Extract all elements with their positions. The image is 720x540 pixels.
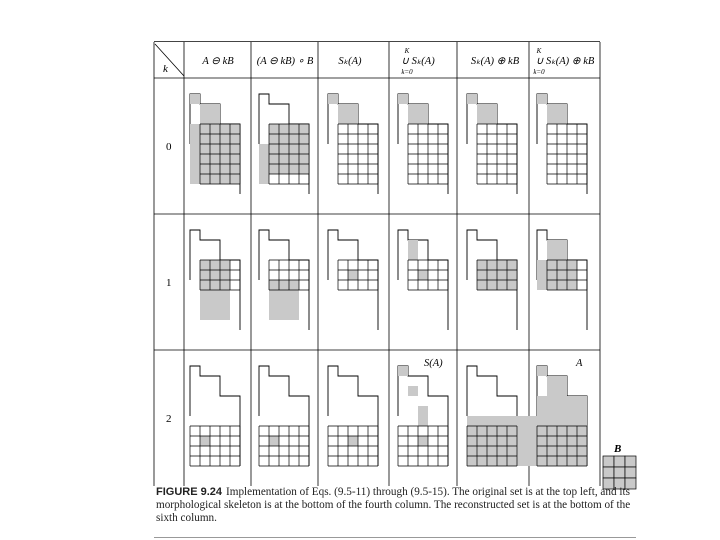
- figure-cells: [189, 93, 588, 467]
- cell-outline: [189, 365, 241, 467]
- structuring-element-cell: [624, 477, 637, 490]
- cell-outline: [189, 229, 241, 330]
- header-col-4-union-top: K: [404, 47, 410, 55]
- shaded-region: [418, 270, 428, 280]
- cell-outline: [466, 229, 518, 330]
- header-col-1: A ⊖ kB: [201, 56, 234, 67]
- shaded-region: [467, 94, 477, 104]
- cell-outline: [258, 229, 310, 330]
- shaded-region: [200, 104, 220, 124]
- set-outline: [327, 365, 379, 466]
- header-col-4: ∪ Sₖ(A): [401, 56, 435, 67]
- shaded-region: [547, 240, 567, 260]
- header-col-2: (A ⊖ kB) ∘ B: [257, 56, 314, 67]
- shaded-region: [328, 94, 338, 104]
- shaded-region: [537, 366, 547, 376]
- cell-outline: [536, 365, 588, 467]
- shaded-region: [190, 94, 200, 104]
- corner-diagonal: [154, 43, 185, 77]
- structuring-element-cell: [624, 466, 637, 479]
- caption-text: Implementation of Eqs. (9.5-11) through …: [156, 486, 631, 525]
- shaded-region: [348, 436, 358, 446]
- row-label-1: 1: [166, 277, 172, 289]
- cell-outline: [327, 93, 379, 194]
- shaded-region: [547, 104, 567, 124]
- structuring-element-cell: [602, 466, 615, 479]
- shaded-region: [537, 94, 547, 104]
- set-outline: [189, 365, 241, 466]
- shaded-region: [547, 376, 567, 396]
- header-col-6-union-bottom: k=0: [533, 68, 545, 76]
- shaded-region: [269, 436, 279, 446]
- shaded-region: [338, 104, 358, 124]
- shaded-region: [408, 104, 428, 124]
- structuring-element-cell: [613, 455, 626, 468]
- cell-outline: [536, 229, 588, 330]
- shaded-region: [418, 406, 428, 426]
- shaded-region: [537, 396, 587, 466]
- set-outline: [258, 365, 310, 466]
- cell-outline: [327, 229, 379, 330]
- cell-outline: [466, 93, 518, 194]
- cell-outline: [327, 365, 379, 467]
- shaded-region: [200, 436, 210, 446]
- header-col-6-union-top: K: [536, 47, 542, 55]
- corner-k-label: k: [163, 63, 169, 75]
- shaded-region: [398, 366, 408, 376]
- cell-outline: [258, 365, 310, 467]
- cell-outline: [397, 365, 449, 467]
- shaded-region: [467, 416, 537, 466]
- header-col-6: ∪ Sₖ(A) ⊕ kB: [536, 56, 595, 67]
- structuring-element-cell: [613, 466, 626, 479]
- structuring-element-cell: [624, 455, 637, 468]
- cell-outline: [466, 365, 537, 467]
- figure-label: FIGURE 9.24: [156, 486, 223, 498]
- header-col-3: Sₖ(A): [338, 56, 362, 67]
- shaded-region: [477, 104, 497, 124]
- row-label-0: 0: [166, 141, 172, 153]
- shaded-region: [348, 270, 358, 280]
- shaded-region: [269, 280, 299, 320]
- caption-rule: [154, 537, 636, 538]
- reconstructed-annotation: A: [575, 358, 583, 369]
- header-col-5: Sₖ(A) ⊕ kB: [471, 56, 520, 67]
- table-grid: [153, 42, 601, 486]
- header-col-4-union-bottom: k=0: [401, 68, 413, 76]
- structuring-element-label: B: [613, 443, 621, 455]
- top-rule: [154, 41, 600, 42]
- cell-outline: [397, 229, 449, 330]
- figure-caption: FIGURE 9.24 Implementation of Eqs. (9.5-1…: [156, 486, 636, 526]
- cell-outline: [189, 93, 241, 194]
- shaded-region: [398, 94, 408, 104]
- skeleton-annotation: S(A): [424, 358, 443, 369]
- shaded-region: [418, 436, 428, 446]
- structuring-element-grid: [602, 455, 637, 490]
- shaded-region: [408, 240, 418, 260]
- cell-outline: [397, 93, 449, 194]
- shaded-region: [259, 144, 269, 184]
- set-outline: [466, 365, 518, 466]
- row-label-2: 2: [166, 413, 172, 425]
- cell-outline: [536, 93, 588, 194]
- shaded-region: [408, 386, 418, 396]
- structuring-element-cell: [602, 455, 615, 468]
- cell-outline: [258, 93, 310, 194]
